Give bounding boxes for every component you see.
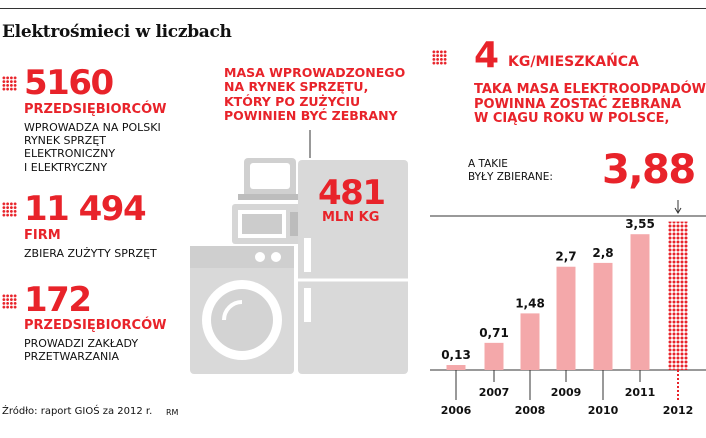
stat-desc-companies: WPROWADZA NA POLSKI RYNEK SPRZĘT ELEKTRO… (24, 121, 161, 174)
bar-value-label: 1,48 (515, 296, 545, 310)
stat-desc-processors: PROWADZI ZAKŁADY PRZETWARZANIA (24, 337, 138, 363)
dot-bullet-icon (2, 76, 17, 91)
bar-value-label: 2,8 (592, 246, 613, 260)
appliances-value: 481 (318, 173, 386, 213)
desc-line: ELEKTRONICZNY (24, 147, 116, 161)
author-initials: RM (166, 408, 179, 417)
page-title: Elektrośmieci w liczbach (2, 22, 232, 42)
bar-2012 (668, 221, 688, 370)
target-unit: KG/MIESZKAŃCA (508, 54, 639, 70)
desc-line: ZBIERA ZUŻYTY SPRZĘT (24, 247, 157, 260)
bar-2007 (484, 342, 504, 370)
desc-line: RYNEK SPRZĘT (24, 134, 107, 148)
bar-value-label: 2,7 (555, 250, 576, 264)
stat-label-firms: FIRM (24, 228, 61, 243)
caption-line: TAKA MASA ELEKTROODPADÓW (474, 82, 706, 97)
tv-icon (238, 158, 302, 200)
target-number: 4 (474, 35, 499, 76)
year-label: 2011 (625, 386, 656, 399)
source-note: Źródło: raport GIOŚ za 2012 r. (2, 406, 153, 417)
fridge-icon (298, 160, 408, 374)
bar-2010 (593, 262, 613, 370)
stat-desc-firms: ZBIERA ZUŻYTY SPRZĘT (24, 247, 157, 260)
bar-2009 (556, 266, 576, 370)
desc-line: PROWADZI ZAKŁADY (24, 337, 139, 350)
desc-line: I ELEKTRYCZNY (24, 160, 108, 174)
caption-line: MASA WPROWADZONEGO (224, 65, 406, 80)
collected-caption: A TAKIE BYŁY ZBIERANE: (468, 158, 553, 184)
highlight-arrow-icon (674, 200, 682, 214)
caption-line: NA RYNEK SPRZĘTU, (224, 79, 369, 95)
bar-2008 (520, 313, 540, 370)
microwave-icon (232, 204, 304, 244)
appliances-illustration (190, 158, 408, 374)
bar-value-label: 3,55 (625, 217, 655, 231)
dot-bullet-icon (2, 202, 17, 217)
caption-line: BYŁY ZBIERANE: (468, 171, 553, 184)
target-caption: TAKA MASA ELEKTROODPADÓW POWINNA ZOSTAĆ … (474, 82, 706, 127)
bar-2011 (630, 234, 650, 370)
caption-line: A TAKIE (468, 158, 508, 170)
caption-line: W CIĄGU ROKU W POLSCE, (474, 111, 670, 127)
washing-machine-icon (190, 246, 294, 374)
dot-bullet-icon (432, 50, 447, 65)
stat-label-processors: PRZEDSIĘBIORCÓW (24, 318, 167, 333)
dot-bullet-icon (2, 294, 17, 309)
stat-label-companies: PRZEDSIĘBIORCÓW (24, 102, 167, 117)
appliances-unit: MLN KG (322, 210, 380, 225)
year-label: 2009 (551, 386, 582, 399)
desc-line: WPROWADZA NA POLSKI (24, 121, 161, 134)
appliances-caption: MASA WPROWADZONEGO NA RYNEK SPRZĘTU, KTÓ… (224, 65, 406, 124)
stat-number-firms: 11 494 (24, 189, 147, 229)
bar-2006 (446, 365, 466, 370)
top-rule (0, 8, 706, 9)
year-label: 2010 (588, 404, 619, 417)
year-label: 2006 (441, 404, 472, 417)
year-label: 2007 (479, 386, 510, 399)
year-label: 2012 (663, 404, 694, 417)
desc-line: PRZETWARZANIA (24, 350, 119, 364)
stat-number-companies: 5160 (24, 63, 114, 103)
bar-value-label: 0,13 (441, 348, 471, 362)
highlight-value: 3,88 (602, 147, 696, 193)
caption-line: KTÓRY PO ZUŻYCIU (224, 93, 361, 109)
bar-value-label: 0,71 (479, 326, 509, 340)
year-label: 2008 (515, 404, 546, 417)
stat-number-processors: 172 (24, 280, 92, 320)
caption-line: POWINNA ZOSTAĆ ZEBRANA (474, 96, 682, 112)
caption-line: POWINIEN BYĆ ZEBRANY (224, 108, 398, 124)
